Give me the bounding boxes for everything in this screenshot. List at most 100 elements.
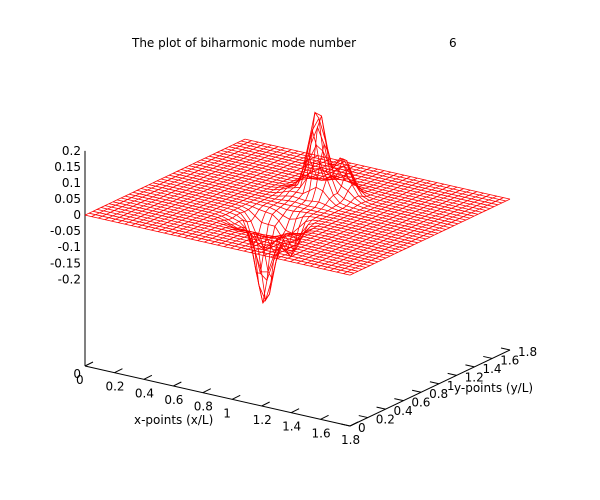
- chart-title-text: The plot of biharmonic mode number: [131, 36, 356, 50]
- mesh-line-y: [132, 191, 399, 302]
- x-tick-mark: [261, 401, 270, 407]
- z-tick-label: -0.1: [58, 240, 81, 254]
- z-tick-label: -0.2: [58, 272, 81, 286]
- mesh-line-y: [140, 188, 407, 282]
- y-tick-label: 0: [358, 421, 366, 435]
- mesh-line-y: [192, 117, 459, 225]
- mesh-line-y: [168, 174, 435, 236]
- y-tick-mark: [429, 381, 439, 385]
- y-axis-label: y-points (y/L): [454, 381, 533, 395]
- x-tick-label: 0.6: [164, 393, 183, 407]
- y-tick-label: 0.8: [429, 387, 448, 401]
- z-tick-label: 0.1: [62, 176, 81, 190]
- mesh-line-y: [128, 193, 395, 273]
- mesh-line-y: [244, 138, 511, 200]
- y-tick-label: 0.2: [376, 413, 395, 427]
- x-tick-mark: [231, 394, 241, 400]
- z-tick-label-base: 0: [73, 367, 81, 381]
- mesh-line-y: [84, 214, 351, 276]
- mesh-line-y: [196, 144, 463, 223]
- x-tick-mark: [173, 381, 182, 387]
- z-tick-label: 0.2: [62, 144, 81, 158]
- mesh-line-y: [172, 172, 439, 234]
- x-tick-label: 0.2: [105, 380, 124, 394]
- x-tick-mark: [349, 421, 359, 427]
- y-tick-label: 1.8: [518, 345, 537, 359]
- mesh-line-y: [188, 111, 455, 227]
- mesh-line-y: [180, 161, 447, 230]
- y-tick-mark: [394, 398, 404, 402]
- y-tick-mark: [483, 355, 493, 359]
- mesh-line-y: [108, 203, 375, 265]
- surface-mesh: [84, 111, 511, 304]
- x-tick-label: 0: [76, 373, 84, 387]
- y-tick-mark: [465, 364, 475, 368]
- mesh-line-y: [88, 212, 355, 274]
- mesh-line-y: [164, 176, 431, 238]
- x-tick-label: 0.4: [135, 386, 154, 400]
- mesh-line-y: [104, 205, 371, 266]
- mesh-line-y: [176, 171, 443, 232]
- mesh-line-y: [216, 152, 483, 213]
- y-tick-mark: [500, 347, 511, 351]
- mesh-line-y: [236, 142, 503, 204]
- x-tick-mark: [202, 388, 212, 394]
- y-tick-mark: [340, 423, 351, 427]
- x-tick-mark: [143, 374, 153, 380]
- mesh-line-y: [112, 201, 379, 263]
- x-axis-ticks: 0 0.2 0.4 0.6 0.8 1 1.2 1.4 1.6 1.8: [76, 361, 360, 447]
- mesh-line-y: [204, 157, 471, 219]
- y-tick-mark: [447, 372, 457, 376]
- x-tick-mark: [84, 361, 94, 367]
- y-tick-mark: [412, 389, 422, 393]
- x-tick-mark: [114, 368, 123, 374]
- y-tick-label: 1.2: [465, 370, 484, 384]
- z-tick-label: -0.15: [50, 256, 81, 270]
- x-tick-mark: [320, 414, 329, 420]
- y-axis-ticks: 0 0.20.40.60.81 1.21.41.61.8: [340, 345, 537, 435]
- axes-box: [84, 150, 511, 427]
- x-tick-label: 1.4: [282, 420, 301, 434]
- mesh-line-y: [184, 126, 451, 228]
- mesh-line-y: [228, 146, 495, 208]
- mesh-line-y: [200, 157, 467, 221]
- z-tick-label: 0: [73, 208, 81, 222]
- mesh-line-y: [124, 195, 391, 257]
- mesh-line-y: [240, 140, 507, 202]
- x-tick-mark: [290, 408, 300, 414]
- z-axis-ticks: 0.2 0.15 0.1 0.05 0 -0.05 -0.1 -0.15 -0.2 0: [50, 144, 81, 381]
- mesh-line-y: [148, 184, 415, 249]
- y-tick-mark: [358, 415, 368, 419]
- y-tick-label: 0.4: [394, 404, 413, 418]
- y-tick-label: 0.6: [411, 396, 430, 410]
- x-tick-label: 0.8: [194, 400, 213, 414]
- x-tick-label: 1: [223, 406, 231, 420]
- chart-title-mode-number: 6: [449, 36, 457, 50]
- x-tick-label: 1.8: [341, 433, 360, 447]
- mesh-line-y: [96, 209, 363, 270]
- mesh-line-y: [152, 182, 419, 244]
- mesh-line-y: [160, 178, 427, 240]
- mesh-line-y: [224, 148, 491, 209]
- z-tick-label: 0.05: [54, 192, 81, 206]
- z-tick-label: 0.15: [54, 160, 81, 174]
- mesh-line-y: [120, 197, 387, 259]
- y-tick-mark: [376, 406, 386, 410]
- z-tick-label: -0.05: [50, 224, 81, 238]
- chart-title: The plot of biharmonic mode number 6: [131, 36, 457, 50]
- y-tick-label: 1.6: [500, 353, 519, 367]
- y-tick-label: 1.4: [482, 362, 501, 376]
- mesh-line-y: [136, 190, 403, 304]
- x-axis-line: [84, 365, 351, 427]
- mesh-line-y: [100, 207, 367, 268]
- mesh-line-y: [156, 180, 423, 242]
- mesh-line-y: [220, 150, 487, 211]
- mesh-line-y: [144, 186, 411, 258]
- x-tick-label: 1.2: [253, 413, 272, 427]
- y-tick-label: 1: [447, 379, 455, 393]
- y-axis-line: [349, 349, 511, 427]
- x-axis-label: x-points (x/L): [134, 413, 213, 427]
- mesh-line-y: [92, 210, 359, 272]
- x-tick-label: 1.6: [312, 426, 331, 440]
